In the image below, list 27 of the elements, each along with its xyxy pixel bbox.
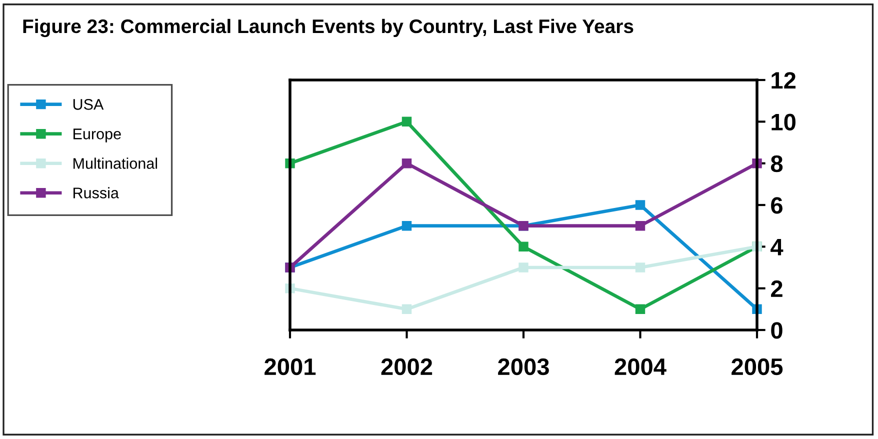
point bbox=[518, 262, 528, 272]
y-tick-label: 2 bbox=[771, 280, 782, 297]
point bbox=[635, 262, 646, 272]
point bbox=[635, 220, 646, 231]
point bbox=[635, 304, 646, 314]
x-tick-label: 2002 bbox=[381, 358, 432, 376]
point bbox=[402, 116, 412, 127]
point bbox=[402, 158, 412, 168]
x-tick-label: 2001 bbox=[264, 358, 316, 376]
y-tick-label: 6 bbox=[771, 197, 782, 214]
y-tick-label: 0 bbox=[771, 322, 782, 339]
point bbox=[402, 220, 412, 231]
y-tick-label: 12 bbox=[772, 72, 796, 89]
point bbox=[402, 304, 412, 314]
y-tick-label: 8 bbox=[770, 155, 783, 172]
legend-label: Russia bbox=[74, 187, 119, 198]
point bbox=[518, 242, 528, 252]
point bbox=[635, 200, 646, 210]
x-tick-label: 2004 bbox=[614, 358, 666, 376]
x-tick-label: 2003 bbox=[498, 358, 549, 376]
chart-title: Figure 23: Commercial Launch Events by Country, Last Five Years bbox=[23, 18, 634, 38]
legend-label: USA bbox=[73, 99, 104, 110]
legend-label: Multinational bbox=[74, 158, 158, 169]
x-tick-label: 2005 bbox=[732, 358, 783, 376]
legend-label: Europe bbox=[74, 128, 121, 142]
y-tick-label: 4 bbox=[770, 238, 784, 256]
y-tick-label: 10 bbox=[772, 114, 796, 130]
